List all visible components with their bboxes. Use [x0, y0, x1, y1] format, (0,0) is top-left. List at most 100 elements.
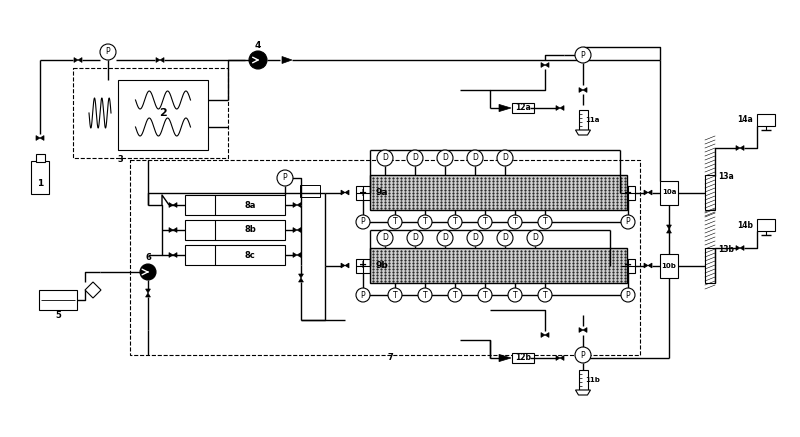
- Text: 8b: 8b: [244, 225, 256, 235]
- Polygon shape: [736, 246, 740, 250]
- Circle shape: [575, 347, 591, 363]
- Circle shape: [478, 215, 492, 229]
- Polygon shape: [560, 106, 564, 111]
- Bar: [130, 160, 640, 355]
- Circle shape: [448, 215, 462, 229]
- Text: 12b: 12b: [515, 354, 531, 363]
- Polygon shape: [298, 278, 303, 282]
- Text: P: P: [361, 291, 366, 299]
- Circle shape: [388, 215, 402, 229]
- Text: 9b: 9b: [376, 261, 388, 270]
- Polygon shape: [579, 87, 583, 92]
- Bar: [757, 219, 775, 231]
- Polygon shape: [173, 253, 177, 257]
- Text: D: D: [412, 233, 418, 243]
- Text: T: T: [453, 218, 458, 226]
- Polygon shape: [545, 333, 549, 337]
- Bar: [370, 248, 627, 283]
- Text: P: P: [581, 51, 586, 59]
- Polygon shape: [740, 246, 744, 250]
- Circle shape: [407, 230, 423, 246]
- Polygon shape: [575, 130, 590, 135]
- Bar: [39, 290, 77, 310]
- Text: P: P: [361, 218, 366, 226]
- Polygon shape: [298, 274, 303, 278]
- Circle shape: [356, 215, 370, 229]
- Polygon shape: [545, 62, 549, 67]
- Bar: [370, 175, 627, 210]
- Polygon shape: [666, 225, 671, 229]
- Polygon shape: [169, 203, 173, 208]
- Text: +: +: [624, 260, 632, 271]
- Bar: [356, 259, 370, 273]
- Bar: [660, 180, 678, 205]
- Circle shape: [508, 215, 522, 229]
- Bar: [185, 220, 285, 240]
- Circle shape: [277, 170, 293, 186]
- Bar: [118, 80, 208, 150]
- Text: 11a: 11a: [586, 117, 600, 123]
- Text: 6: 6: [145, 253, 151, 263]
- Circle shape: [497, 150, 513, 166]
- Circle shape: [407, 150, 423, 166]
- Circle shape: [508, 288, 522, 302]
- Circle shape: [538, 215, 552, 229]
- Text: 8c: 8c: [245, 250, 255, 260]
- Polygon shape: [541, 333, 545, 337]
- Text: P: P: [626, 291, 630, 299]
- Polygon shape: [282, 56, 292, 63]
- Circle shape: [388, 288, 402, 302]
- Polygon shape: [556, 106, 560, 111]
- Polygon shape: [36, 135, 40, 140]
- Polygon shape: [85, 282, 101, 298]
- Text: D: D: [442, 233, 448, 243]
- Polygon shape: [583, 87, 587, 92]
- Text: +: +: [624, 187, 632, 198]
- Bar: [185, 195, 285, 215]
- Circle shape: [527, 230, 543, 246]
- Polygon shape: [583, 328, 587, 333]
- Polygon shape: [160, 58, 164, 62]
- Text: T: T: [482, 218, 487, 226]
- Bar: [73, 68, 228, 158]
- Polygon shape: [541, 62, 545, 67]
- Text: T: T: [513, 218, 518, 226]
- Bar: [512, 353, 534, 363]
- Text: 13a: 13a: [718, 172, 734, 181]
- Text: 9a: 9a: [376, 188, 388, 197]
- Bar: [705, 175, 715, 210]
- Polygon shape: [345, 190, 349, 195]
- Polygon shape: [736, 146, 740, 150]
- Text: 5: 5: [55, 311, 61, 319]
- Bar: [300, 185, 320, 197]
- Circle shape: [377, 230, 393, 246]
- Text: P: P: [581, 350, 586, 360]
- Text: 10a: 10a: [662, 190, 676, 195]
- Polygon shape: [169, 253, 173, 257]
- Polygon shape: [341, 190, 345, 195]
- Polygon shape: [297, 228, 301, 232]
- Text: T: T: [393, 291, 398, 299]
- Circle shape: [538, 288, 552, 302]
- Polygon shape: [169, 228, 173, 232]
- Text: P: P: [106, 48, 110, 56]
- Text: D: D: [442, 153, 448, 163]
- Text: 3: 3: [117, 156, 123, 164]
- Bar: [621, 185, 635, 200]
- Text: D: D: [502, 233, 508, 243]
- Polygon shape: [293, 228, 297, 232]
- Polygon shape: [146, 293, 150, 297]
- Polygon shape: [644, 263, 648, 268]
- Polygon shape: [297, 253, 301, 257]
- Polygon shape: [575, 390, 590, 395]
- Circle shape: [356, 288, 370, 302]
- Polygon shape: [173, 228, 177, 232]
- Bar: [578, 370, 587, 390]
- Circle shape: [478, 288, 492, 302]
- Text: T: T: [542, 291, 547, 299]
- Bar: [757, 114, 775, 126]
- Bar: [621, 259, 635, 273]
- Text: 13b: 13b: [718, 245, 734, 254]
- Text: T: T: [542, 218, 547, 226]
- Text: 11b: 11b: [585, 377, 600, 383]
